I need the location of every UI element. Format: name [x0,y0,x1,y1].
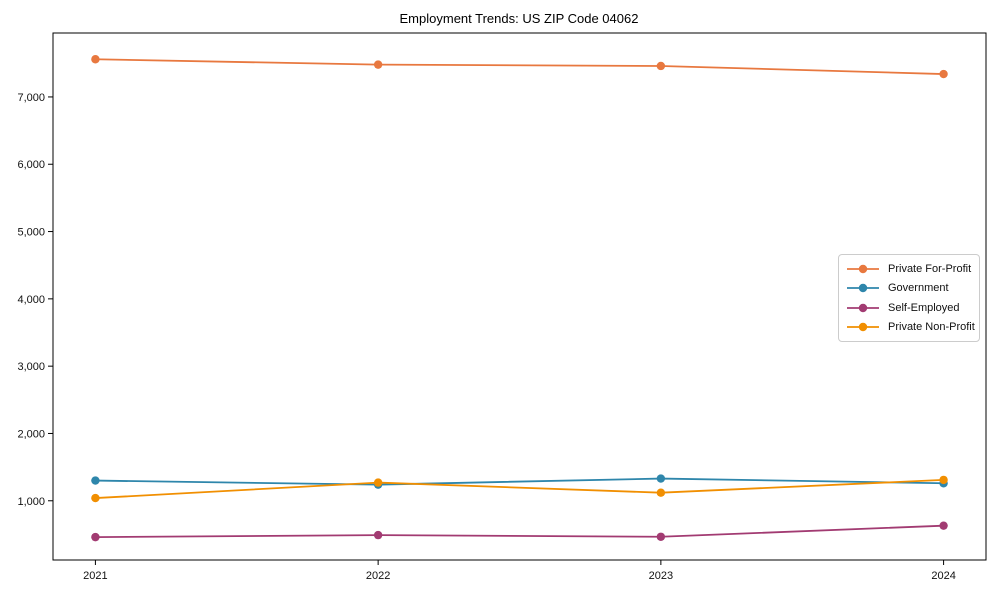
y-tick-label: 6,000 [17,159,45,171]
data-point-private-for-profit-2023 [656,61,666,71]
data-point-private-for-profit-2022 [373,60,383,69]
data-point-self-employed-2021 [91,532,100,542]
data-point-private-non-profit-2023 [656,488,666,497]
series-line-government [95,477,944,486]
data-point-private-for-profit-2024 [939,69,948,79]
data-point-self-employed-2022 [373,530,383,540]
legend-label: Private Non-Profit [888,321,975,334]
series-line-self-employed [95,524,944,539]
data-point-self-employed-2023 [656,532,666,541]
legend-line-sample-icon [847,264,879,273]
chart-title: Employment Trends: US ZIP Code 04062 [400,11,639,26]
legend-label: Government [888,282,949,295]
y-tick-label: 4,000 [17,294,45,306]
axes-frame [52,32,987,561]
data-point-private-non-profit-2022 [373,478,383,487]
legend-item-government: Government [847,279,971,299]
y-tick-label: 2,000 [17,428,45,440]
legend: Private For-Profit Government Self-Employe… [838,254,980,342]
series-line-private-non-profit [95,479,944,499]
legend-item-private-for-profit: Private For-Profit [847,259,971,279]
data-point-government-2023 [656,474,666,483]
x-tick-label: 2024 [931,570,955,582]
data-point-government-2021 [91,476,100,485]
legend-item-private-non-profit: Private Non-Profit [847,318,975,338]
x-tick-label: 2022 [366,570,390,582]
data-point-private-non-profit-2024 [939,475,948,485]
legend-line-sample-icon [847,303,879,312]
y-tick-label: 7,000 [17,92,45,104]
x-tick-label: 2023 [649,570,673,582]
legend-line-sample-icon [847,323,879,332]
data-point-private-non-profit-2021 [91,493,100,503]
legend-item-self-employed: Self-Employed [847,298,971,318]
plot-area: 1,000 2,000 3,000 4,000 5,000 6,000 7,000 2021 2… [17,32,987,582]
legend-label: Self-Employed [888,301,960,314]
data-point-private-for-profit-2021 [91,55,100,64]
y-tick-label: 5,000 [17,227,45,239]
x-tick-label: 2021 [83,570,107,582]
legend-line-sample-icon [847,284,879,293]
legend-label: Private For-Profit [888,262,972,275]
series-line-private-for-profit [95,58,944,75]
y-tick-label: 3,000 [17,361,45,373]
data-point-self-employed-2024 [939,521,948,530]
y-tick-label: 1,000 [17,496,45,508]
